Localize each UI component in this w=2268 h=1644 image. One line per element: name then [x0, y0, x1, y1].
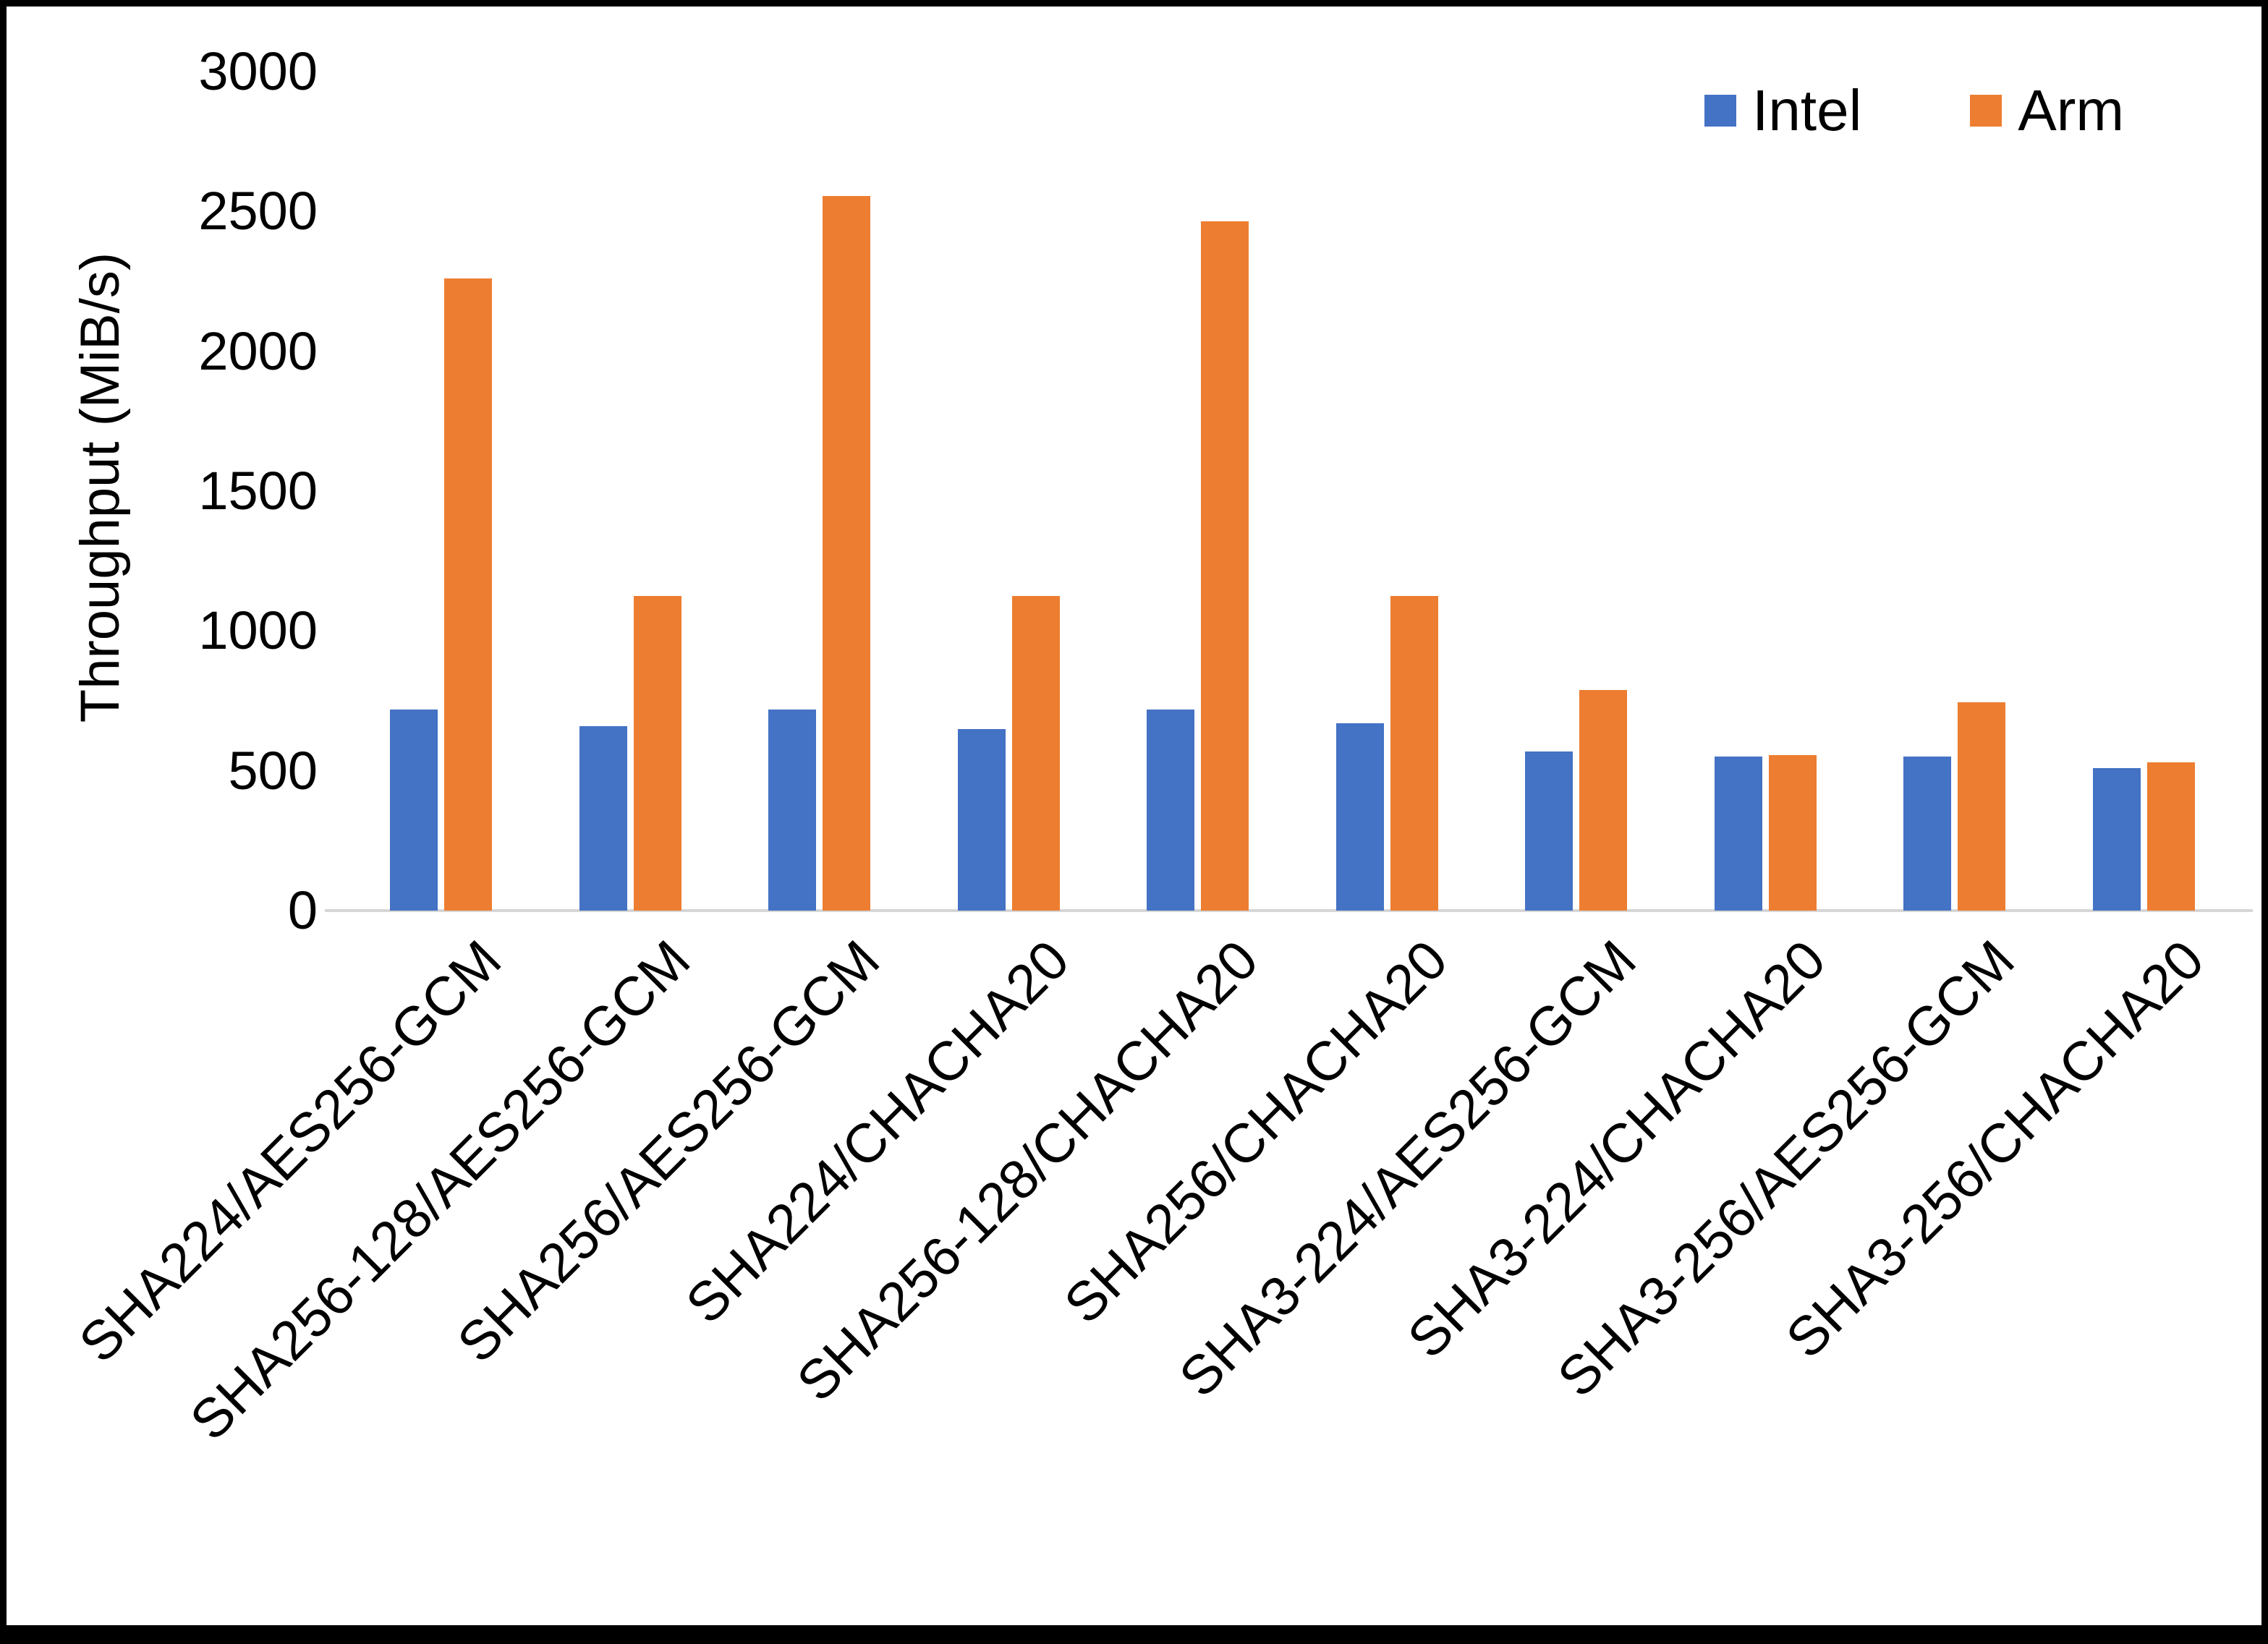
x-category-label: SHA224/CHACHA20 — [674, 929, 1081, 1336]
legend-item-intel: Intel — [1704, 77, 1861, 144]
x-category-label: SHA256/CHACHA20 — [1052, 929, 1459, 1336]
bar-arm — [1579, 689, 1628, 911]
legend-label-arm: Arm — [2018, 78, 2124, 142]
bar-intel — [768, 709, 817, 911]
arm-swatch-icon — [1970, 95, 2002, 127]
bar-intel — [390, 709, 438, 911]
bar-intel — [579, 725, 627, 911]
bar-group: SHA3-256/AES256-GCM — [1547, 72, 2050, 1409]
bar-group: SHA256-128/AES256-GCM — [179, 72, 726, 1452]
intel-swatch-icon — [1704, 95, 1737, 127]
bar-group: SHA256/AES256-GCM — [446, 72, 914, 1374]
bar-intel — [1903, 757, 1952, 911]
bar-group: SHA224/AES256-GCM — [67, 72, 536, 1374]
bar-arm — [1011, 596, 1060, 911]
bar-intel — [2092, 767, 2141, 911]
bar-arm — [2146, 762, 2195, 911]
x-axis-line — [325, 909, 2253, 912]
bar-group: SHA3-256/CHACHA20 — [1775, 72, 2239, 1370]
bar-arm — [1958, 702, 2006, 911]
bar-group: SHA256-128/CHACHA20 — [786, 72, 1293, 1413]
legend-label-intel: Intel — [1752, 78, 1862, 142]
bar-arm — [633, 596, 681, 911]
bar-group: SHA3-224/AES256-GCM — [1168, 72, 1671, 1409]
y-axis-ticks: 0 500 1000 1500 2000 2500 3000 — [7, 45, 318, 937]
plot-area: SHA224/AES256-GCM SHA256-128/AES256-GCM SH… — [67, 72, 2253, 1452]
bar-group: SHA3-224/CHACHA20 — [1396, 72, 1861, 1370]
y-tick-label: 3000 — [198, 41, 318, 101]
y-tick-label: 1000 — [198, 600, 318, 661]
bar-arm — [823, 196, 871, 911]
y-tick-label: 2500 — [198, 181, 318, 242]
y-tick-label: 1500 — [198, 461, 318, 521]
y-tick-label: 500 — [228, 740, 318, 801]
legend: Intel Arm — [1704, 77, 2124, 144]
y-tick-label: 0 — [287, 880, 318, 940]
bar-group: SHA256/CHACHA20 — [1053, 72, 1482, 1335]
bar-intel — [1714, 757, 1762, 911]
bar-intel — [957, 728, 1006, 911]
bar-arm — [1390, 596, 1438, 911]
bar-arm — [444, 278, 493, 911]
bar-intel — [1525, 751, 1573, 911]
y-tick-label: 2000 — [198, 320, 318, 381]
bar-intel — [1147, 709, 1195, 911]
bar-arm — [1201, 221, 1249, 911]
bar-group: SHA224/CHACHA20 — [674, 72, 1104, 1335]
bar-intel — [1335, 723, 1384, 911]
bar-arm — [1768, 755, 1817, 911]
legend-item-arm: Arm — [1970, 77, 2124, 144]
bar-groups: SHA224/AES256-GCM SHA256-128/AES256-GCM SH… — [67, 72, 2239, 1452]
